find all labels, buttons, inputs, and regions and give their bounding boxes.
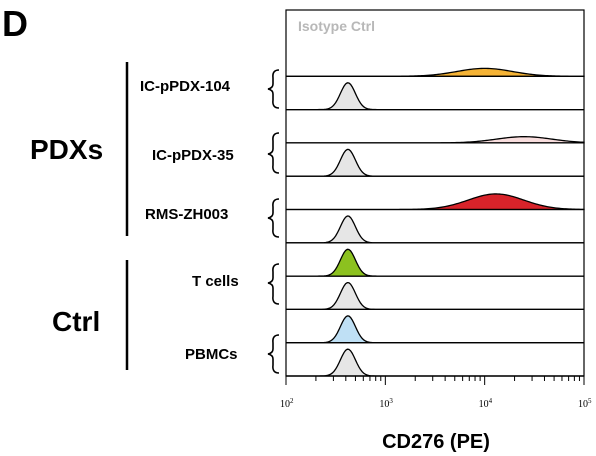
- tick-label-3: 105: [578, 397, 592, 410]
- isotype-label: Isotype Ctrl: [298, 18, 375, 34]
- tick-label-0: 102: [280, 397, 294, 410]
- tick-label-1: 103: [379, 397, 393, 410]
- histogram-pbmcs-isotype: [286, 348, 584, 377]
- histogram-pbmcs-cd276: [286, 315, 584, 344]
- sample-label-ic-ppdx-104: IC-pPDX-104: [140, 78, 231, 95]
- sample-label-pbmcs: PBMCs: [185, 346, 238, 363]
- sample-label-rms-zh003: RMS-ZH003: [145, 206, 228, 223]
- histogram-rows: [286, 67, 585, 377]
- plot-frame: [285, 9, 585, 377]
- sample-label-t-cells: T cells: [192, 273, 239, 290]
- sample-label-ic-ppdx-35: IC-pPDX-35: [152, 147, 234, 164]
- group-label-pdxs: PDXs: [30, 134, 103, 165]
- brace-ic-ppdx-35: [267, 132, 280, 174]
- panel-letter: D: [2, 3, 28, 44]
- histogram-rms-zh003-cd276: [286, 193, 585, 211]
- brace-ic-ppdx-104: [267, 69, 280, 109]
- brace-t-cells: [267, 263, 280, 305]
- histogram-rms-zh003-isotype: [286, 215, 584, 244]
- brace-rms-zh003: [267, 198, 280, 238]
- histogram-ic-ppdx-35-isotype: [286, 148, 584, 177]
- histogram-t-cells-cd276: [286, 248, 584, 277]
- histogram-ic-ppdx-35-cd276: [286, 136, 585, 144]
- histogram-ic-ppdx-104-isotype: [286, 82, 584, 111]
- group-label-ctrl: Ctrl: [52, 306, 100, 337]
- histogram-t-cells-isotype: [286, 281, 584, 311]
- tick-label-2: 104: [479, 397, 493, 410]
- x-axis-ticks: 102 103 104 105: [280, 376, 592, 410]
- histogram-ic-ppdx-104-cd276: [286, 67, 585, 77]
- x-axis-title: CD276 (PE): [382, 431, 490, 453]
- brace-pbmcs: [267, 334, 280, 374]
